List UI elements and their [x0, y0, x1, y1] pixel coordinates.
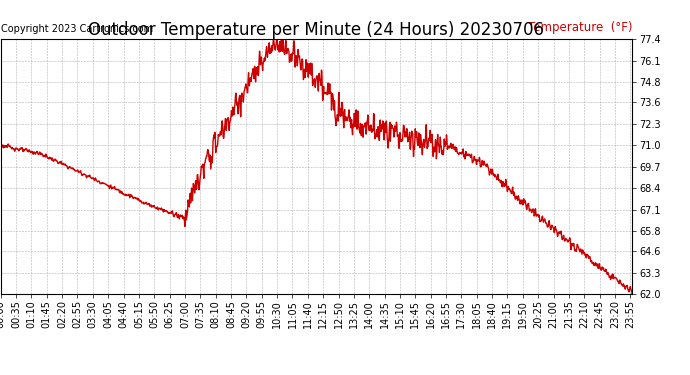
Title: Outdoor Temperature per Minute (24 Hours) 20230706: Outdoor Temperature per Minute (24 Hours… — [88, 21, 544, 39]
Text: Copyright 2023 Cartronics.com: Copyright 2023 Cartronics.com — [1, 24, 152, 34]
Text: Temperature  (°F): Temperature (°F) — [528, 21, 632, 34]
